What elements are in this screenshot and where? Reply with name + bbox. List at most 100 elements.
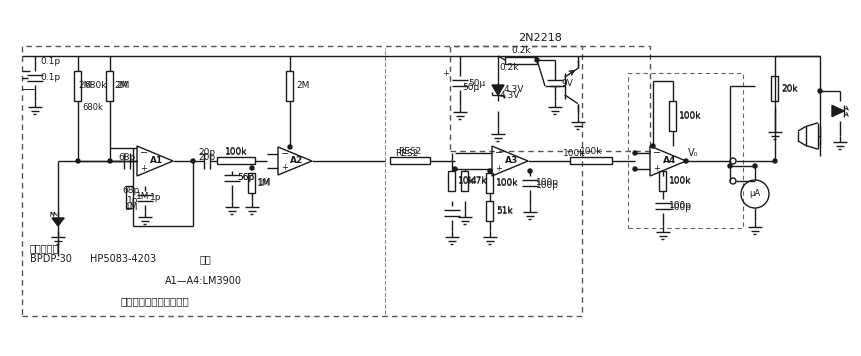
Circle shape: [487, 169, 492, 173]
Text: A1—A4:LM3900: A1—A4:LM3900: [164, 276, 242, 286]
Text: 2M: 2M: [116, 82, 129, 90]
Text: 680k: 680k: [84, 82, 107, 90]
Bar: [248, 173, 255, 193]
Text: −: −: [653, 148, 660, 158]
Bar: [22, 46, 581, 316]
Text: 2M: 2M: [114, 82, 127, 90]
Text: 56p: 56p: [237, 173, 254, 183]
Text: 1M: 1M: [125, 204, 139, 213]
Text: 10k: 10k: [457, 177, 474, 185]
Text: 和型号相当的光敏二极管: 和型号相当的光敏二极管: [121, 296, 189, 306]
Text: A2: A2: [290, 157, 303, 166]
Text: 1M: 1M: [257, 178, 271, 188]
Text: 100k: 100k: [579, 147, 602, 156]
Circle shape: [753, 164, 756, 168]
Text: 1M: 1M: [136, 193, 149, 201]
Circle shape: [632, 151, 636, 155]
Polygon shape: [831, 105, 843, 117]
Text: 10k: 10k: [457, 178, 474, 187]
Circle shape: [772, 159, 776, 163]
Text: 屏蔽: 屏蔽: [200, 254, 212, 264]
Text: 68p: 68p: [122, 187, 139, 195]
Polygon shape: [492, 85, 504, 95]
Text: −: −: [281, 149, 288, 159]
Text: 47k: 47k: [470, 178, 487, 187]
Text: 50μ: 50μ: [461, 84, 479, 93]
Text: 50μ: 50μ: [468, 79, 485, 88]
Text: 0.2k: 0.2k: [511, 46, 530, 55]
Text: 100k: 100k: [668, 178, 691, 187]
Text: 100p: 100p: [536, 182, 558, 190]
Bar: [461, 171, 468, 191]
Bar: [628, 73, 742, 228]
Text: 发光二极管: 发光二极管: [30, 243, 59, 253]
Text: A4: A4: [663, 157, 676, 166]
Text: 20p: 20p: [198, 153, 215, 162]
Text: A1: A1: [150, 157, 164, 166]
Text: +: +: [653, 164, 660, 173]
Bar: [74, 71, 82, 101]
Text: 20k: 20k: [780, 85, 796, 94]
Bar: [659, 171, 666, 191]
Text: 0.1p: 0.1p: [40, 57, 60, 66]
Text: 680k: 680k: [82, 104, 102, 112]
Circle shape: [535, 58, 538, 62]
Circle shape: [250, 166, 254, 170]
Text: RES2: RES2: [398, 147, 421, 156]
Text: 100k: 100k: [678, 112, 701, 121]
Circle shape: [728, 164, 731, 168]
Polygon shape: [52, 218, 64, 226]
Text: 51k: 51k: [495, 206, 512, 215]
Text: −: −: [139, 148, 148, 158]
Text: A3: A3: [505, 157, 518, 166]
Bar: [127, 186, 133, 208]
Text: 1M: 1M: [257, 179, 270, 188]
Bar: [217, 157, 255, 164]
Text: 9V: 9V: [561, 79, 573, 89]
Text: +: +: [442, 69, 449, 78]
Text: 100p: 100p: [536, 178, 558, 188]
Circle shape: [632, 167, 636, 171]
Bar: [107, 71, 114, 101]
Text: +: +: [281, 163, 288, 173]
Text: 4.3V: 4.3V: [499, 90, 520, 99]
Text: 100k: 100k: [562, 150, 585, 158]
Text: 100k: 100k: [495, 178, 518, 188]
Text: 68p: 68p: [118, 153, 135, 162]
Text: 100k: 100k: [225, 148, 247, 157]
Text: 1p: 1p: [127, 197, 139, 205]
Text: 0.1p: 0.1p: [40, 73, 60, 83]
Text: RES2: RES2: [394, 150, 418, 158]
Bar: [286, 71, 293, 101]
Text: +: +: [494, 164, 501, 173]
Text: μA: μA: [748, 189, 759, 199]
Text: 100p: 100p: [668, 204, 691, 213]
Text: HP5083-4203: HP5083-4203: [90, 254, 156, 264]
Circle shape: [650, 144, 654, 148]
Bar: [486, 173, 493, 193]
Bar: [569, 157, 611, 164]
Text: −: −: [494, 148, 503, 158]
Circle shape: [528, 169, 531, 173]
Text: 56p: 56p: [237, 173, 254, 183]
Circle shape: [817, 89, 821, 93]
Text: 2M: 2M: [295, 82, 309, 90]
Circle shape: [684, 159, 687, 163]
Circle shape: [453, 167, 456, 171]
Text: V₀: V₀: [687, 148, 697, 158]
Text: 100k: 100k: [225, 147, 247, 156]
Text: 100k: 100k: [668, 177, 691, 185]
Bar: [389, 157, 430, 164]
Bar: [448, 171, 455, 191]
Text: 51k: 51k: [495, 208, 512, 216]
Text: 0.2k: 0.2k: [499, 63, 518, 73]
Text: 20k: 20k: [780, 84, 796, 93]
Circle shape: [76, 159, 80, 163]
Text: 100k: 100k: [495, 179, 518, 188]
Bar: [486, 201, 493, 221]
Text: 100k: 100k: [678, 111, 701, 120]
Text: ―: ―: [22, 84, 34, 96]
Circle shape: [288, 145, 292, 149]
Text: 1p: 1p: [150, 194, 161, 203]
Bar: [449, 46, 649, 151]
